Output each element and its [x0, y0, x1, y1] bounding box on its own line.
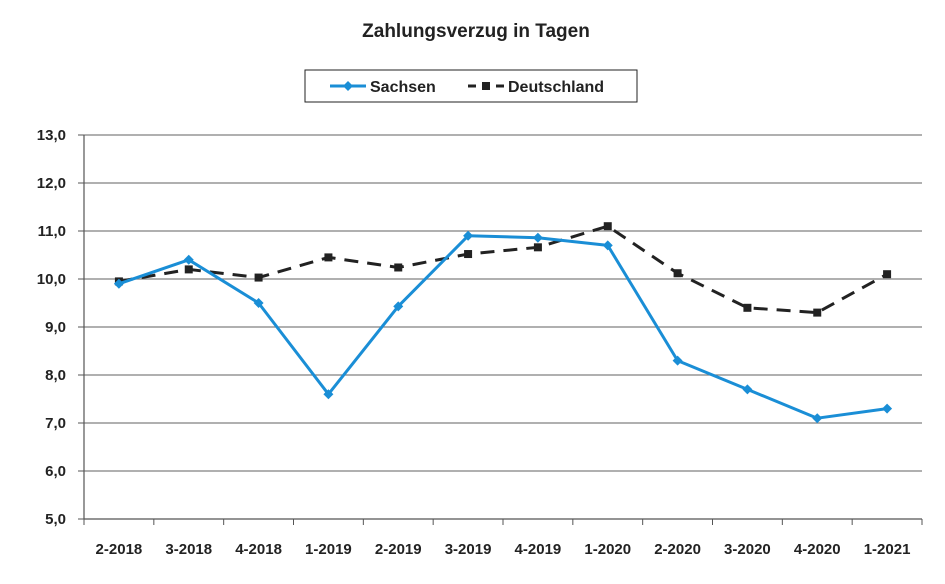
legend-label: Deutschland	[508, 79, 604, 96]
x-tick-label: 3-2019	[445, 541, 492, 558]
data-point	[183, 254, 194, 265]
y-tick-label: 13,0	[37, 127, 66, 144]
x-tick-label: 1-2020	[584, 541, 631, 558]
legend-entry-sachsen: Sachsen	[330, 79, 436, 96]
data-point	[184, 265, 193, 274]
chart-title: Zahlungsverzug in Tagen	[362, 21, 590, 42]
x-tick-label: 4-2019	[515, 541, 562, 558]
y-tick-label: 10,0	[37, 271, 66, 288]
x-tick-label: 1-2021	[864, 541, 911, 558]
data-point	[113, 278, 124, 289]
data-point	[882, 403, 893, 414]
data-point	[323, 389, 334, 400]
x-tick-label: 2-2019	[375, 541, 422, 558]
data-point	[463, 230, 474, 241]
axes	[83, 135, 923, 525]
x-tick-labels: 2-2018 3-2018 4-2018 1-2019 2-2019 3-2019 4-20…	[96, 541, 911, 558]
legend-label: Sachsen	[370, 79, 436, 96]
y-tick-label: 7,0	[45, 415, 66, 432]
y-tick-label: 9,0	[45, 319, 66, 336]
x-tick-label: 2-2018	[96, 541, 143, 558]
data-point	[464, 250, 473, 259]
y-tick-label: 5,0	[45, 511, 66, 528]
y-tick-label: 6,0	[45, 463, 66, 480]
data-point	[324, 253, 333, 262]
data-point	[743, 303, 752, 312]
data-point	[533, 243, 542, 252]
data-point	[672, 355, 683, 366]
series-line-sachsen	[118, 234, 888, 420]
y-tick-label: 11,0	[38, 223, 66, 240]
data-point	[883, 270, 892, 279]
legend-marker	[482, 82, 490, 90]
data-point	[254, 273, 263, 282]
gridlines	[78, 134, 922, 520]
x-tick-label: 1-2019	[305, 541, 352, 558]
data-point	[673, 269, 682, 278]
data-point	[603, 222, 612, 231]
series-layer	[113, 222, 893, 424]
series-deutschland	[114, 222, 892, 317]
data-point	[532, 232, 543, 243]
legend-entry-deutschland: Deutschland	[468, 79, 604, 96]
data-point	[393, 301, 404, 312]
series-line-deutschland	[118, 224, 888, 315]
x-tick-label: 4-2018	[235, 541, 282, 558]
data-point	[742, 384, 753, 395]
y-tick-label: 12,0	[37, 175, 66, 192]
legend: Sachsen Deutschland	[304, 69, 638, 103]
x-tick-label: 4-2020	[794, 541, 841, 558]
x-tick-label: 3-2020	[724, 541, 771, 558]
y-tick-label: 8,0	[45, 367, 66, 384]
series-sachsen	[113, 230, 893, 424]
y-tick-labels: 5,0 6,0 7,0 8,0 9,0 10,0 11,0 12,0 13,0	[37, 127, 66, 528]
data-point	[813, 308, 822, 317]
data-point	[812, 413, 823, 424]
data-point	[602, 240, 613, 251]
data-point	[253, 298, 264, 308]
x-tick-label: 3-2018	[165, 541, 212, 558]
x-tick-label: 2-2020	[654, 541, 701, 558]
data-point	[394, 263, 403, 272]
legend-marker	[343, 81, 353, 91]
